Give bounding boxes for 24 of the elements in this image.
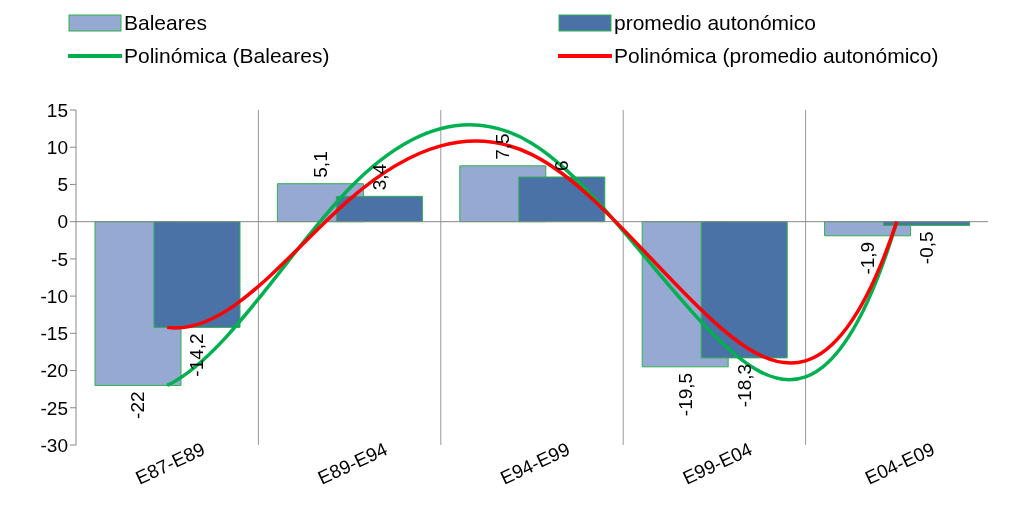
y-tick-label: -20 <box>40 360 68 382</box>
data-label: 5,1 <box>309 151 331 178</box>
legend-label: Baleares <box>124 10 207 35</box>
legend-label: promedio autonómico <box>614 10 816 35</box>
legend-label: Polinómica (Baleares) <box>124 43 330 68</box>
legend-label: Polinómica (promedio autonómico) <box>614 43 939 68</box>
y-tick-label: -30 <box>40 434 68 456</box>
data-label: 3,4 <box>368 163 390 191</box>
y-tick-label: -5 <box>51 248 68 270</box>
data-label: -14,2 <box>186 333 208 377</box>
y-tick-label: 5 <box>57 174 68 196</box>
data-label: -19,5 <box>674 372 696 417</box>
data-label: -0,5 <box>916 231 938 265</box>
y-tick-label: 0 <box>57 211 68 233</box>
data-label: -18,3 <box>733 363 755 408</box>
y-tick-label: 10 <box>46 136 68 158</box>
data-label: -22 <box>127 391 149 419</box>
y-tick-label: -15 <box>40 323 68 345</box>
data-label: 7,5 <box>492 133 514 160</box>
data-label: -1,9 <box>857 241 879 275</box>
y-tick-label: -25 <box>40 397 68 419</box>
y-tick-label: -10 <box>40 285 68 307</box>
y-tick-label: 15 <box>46 99 68 121</box>
data-label: 6 <box>551 160 573 171</box>
